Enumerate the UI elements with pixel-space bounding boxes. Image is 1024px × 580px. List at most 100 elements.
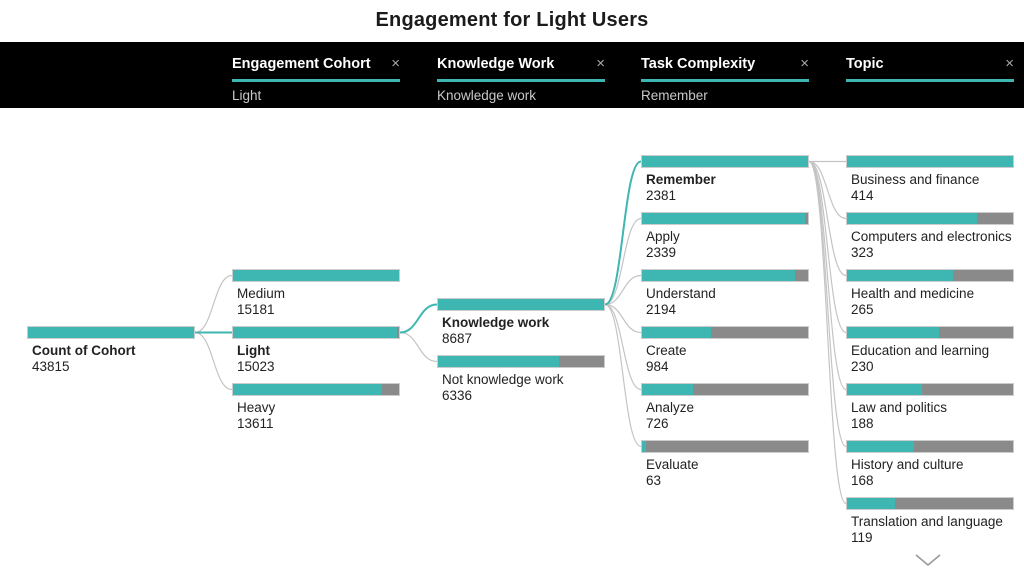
filter-chip-engagement-cohort[interactable]: Engagement Cohort × Light (232, 42, 400, 108)
tree-node-kw[interactable]: Knowledge work 8687 (437, 298, 667, 347)
tree-node-heavy[interactable]: Heavy 13611 (232, 383, 462, 432)
filter-underline (846, 79, 1014, 82)
node-bar-track (437, 298, 605, 311)
node-value: 63 (646, 473, 662, 488)
node-bar-fill (28, 327, 194, 338)
node-bar-fill (438, 356, 560, 367)
node-value: 2381 (646, 188, 677, 203)
node-bar-track (437, 355, 605, 368)
node-bar-fill (847, 270, 954, 281)
node-bar-fill (847, 213, 977, 224)
filter-value: Remember (641, 88, 708, 103)
tree-node-topic-computers[interactable]: Computers and electronics 323 (846, 212, 1024, 261)
node-bar-track (232, 269, 400, 282)
node-value: 2194 (646, 302, 677, 317)
node-bar-fill (847, 441, 915, 452)
tree-node-create[interactable]: Create 984 (641, 326, 871, 375)
filter-underline (641, 79, 809, 82)
node-bar-track (641, 440, 809, 453)
filter-chip-knowledge-work[interactable]: Knowledge Work × Knowledge work (437, 42, 605, 108)
filter-underline (232, 79, 400, 82)
tree-node-root[interactable]: Count of Cohort 43815 (27, 326, 257, 375)
node-bar-fill (847, 156, 1013, 167)
node-bar-track (846, 212, 1014, 225)
node-bar-fill (847, 384, 923, 395)
node-label: Remember (646, 172, 716, 187)
tree-node-light[interactable]: Light 15023 (232, 326, 462, 375)
node-bar-track (641, 269, 809, 282)
node-bar-fill (642, 441, 647, 452)
node-bar-fill (642, 213, 806, 224)
clear-filter-icon[interactable]: × (800, 55, 809, 72)
node-label: Apply (646, 229, 680, 244)
node-bar-track (232, 383, 400, 396)
node-value: 726 (646, 416, 669, 431)
node-label: Understand (646, 286, 716, 301)
node-value: 15023 (237, 359, 275, 374)
node-value: 2339 (646, 245, 677, 260)
node-label: Create (646, 343, 687, 358)
node-bar-track (641, 212, 809, 225)
tree-node-medium[interactable]: Medium 15181 (232, 269, 462, 318)
node-bar-track (846, 155, 1014, 168)
node-bar-track (641, 383, 809, 396)
node-label: Analyze (646, 400, 695, 415)
node-value: 119 (851, 530, 873, 545)
page-title: Engagement for Light Users (375, 9, 649, 31)
node-bar-track (846, 326, 1014, 339)
node-bar-track (27, 326, 195, 339)
node-label: Business and finance (851, 172, 980, 187)
node-bar-fill (233, 270, 399, 281)
filter-chip-topic[interactable]: Topic × (846, 42, 1014, 108)
node-bar-track (846, 269, 1014, 282)
tree-node-understand[interactable]: Understand 2194 (641, 269, 871, 318)
node-label: Not knowledge work (442, 372, 564, 387)
node-value: 414 (851, 188, 874, 203)
node-bar-fill (847, 498, 895, 509)
tree-node-topic-law[interactable]: Law and politics 188 (846, 383, 1024, 432)
filter-value: Light (232, 88, 262, 103)
node-label: Health and medicine (851, 286, 975, 301)
tree-node-evaluate[interactable]: Evaluate 63 (641, 440, 871, 489)
node-bar-track (641, 155, 809, 168)
filter-bar: Engagement Cohort × Light Knowledge Work… (0, 42, 1024, 108)
clear-filter-icon[interactable]: × (391, 55, 400, 72)
node-value: 8687 (442, 331, 473, 346)
filter-chip-task-complexity[interactable]: Task Complexity × Remember (641, 42, 809, 108)
filter-label: Knowledge Work (437, 56, 555, 72)
node-bar-fill (233, 327, 398, 338)
node-bar-fill (642, 327, 711, 338)
chevron-down-icon[interactable] (912, 551, 944, 569)
tree-node-nkw[interactable]: Not knowledge work 6336 (437, 355, 667, 404)
node-bar-fill (642, 270, 795, 281)
tree-node-topic-health[interactable]: Health and medicine 265 (846, 269, 1024, 318)
node-bar-track (846, 440, 1014, 453)
tree-node-topic-business[interactable]: Business and finance 414 (846, 155, 1024, 204)
clear-filter-icon[interactable]: × (596, 55, 605, 72)
node-value: 43815 (32, 359, 70, 374)
filter-label: Engagement Cohort (232, 56, 371, 72)
node-bar-track (641, 326, 809, 339)
node-value: 6336 (442, 388, 473, 403)
node-label: Medium (237, 286, 286, 301)
tree-node-remember[interactable]: Remember 2381 (641, 155, 871, 204)
tree-node-analyze[interactable]: Analyze 726 (641, 383, 871, 432)
node-value: 168 (851, 473, 874, 488)
node-bar-fill (438, 299, 604, 310)
node-value: 188 (851, 416, 874, 431)
node-value: 15181 (237, 302, 275, 317)
node-value: 984 (646, 359, 669, 374)
node-value: 230 (851, 359, 874, 374)
node-value: 323 (851, 245, 874, 260)
tree-node-apply[interactable]: Apply 2339 (641, 212, 871, 261)
tree-node-topic-education[interactable]: Education and learning 230 (846, 326, 1024, 375)
node-label: Computers and electronics (851, 229, 1012, 244)
clear-filter-icon[interactable]: × (1005, 55, 1014, 72)
node-bar-fill (642, 156, 808, 167)
node-label: Law and politics (851, 400, 948, 415)
node-bar-track (846, 383, 1014, 396)
tree-node-topic-translation[interactable]: Translation and language 119 (846, 497, 1024, 546)
node-label: Education and learning (851, 343, 990, 358)
tree-node-topic-history[interactable]: History and culture 168 (846, 440, 1024, 489)
